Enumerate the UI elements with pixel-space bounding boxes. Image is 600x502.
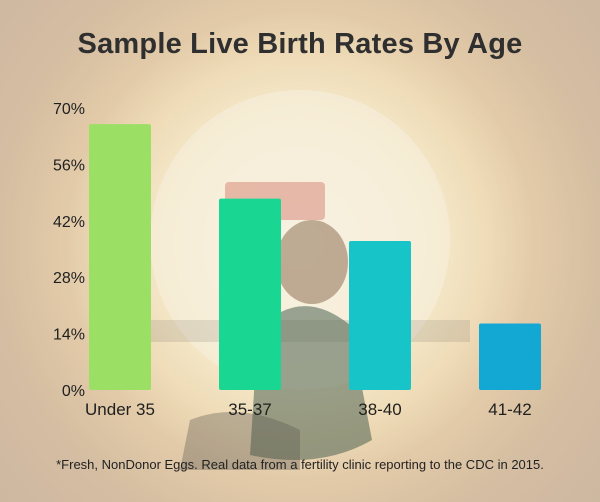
x-tick-label: Under 35 — [85, 400, 155, 419]
x-axis: Under 35 35-37 38-40 41-42 — [85, 400, 532, 419]
x-tick-label: 38-40 — [358, 400, 401, 419]
bar-under-35 — [89, 124, 151, 390]
bar-38-40 — [349, 240, 411, 390]
y-tick-label: 42% — [53, 214, 85, 231]
bar-35-37 — [219, 198, 281, 390]
bar-41-42 — [479, 323, 541, 390]
footnote: *Fresh, NonDonor Eggs. Real data from a … — [56, 457, 544, 472]
x-tick-label: 41-42 — [488, 400, 531, 419]
bar-series — [89, 124, 541, 390]
y-tick-label: 56% — [53, 157, 85, 174]
y-tick-label: 14% — [53, 327, 85, 344]
chart-title: Sample Live Birth Rates By Age — [77, 28, 523, 60]
y-tick-label: 28% — [53, 270, 85, 287]
x-tick-label: 35-37 — [228, 400, 271, 419]
y-tick-label: 70% — [53, 101, 85, 118]
y-axis: 0% 14% 28% 42% 56% 70% — [53, 101, 85, 400]
y-tick-label: 0% — [62, 383, 85, 400]
